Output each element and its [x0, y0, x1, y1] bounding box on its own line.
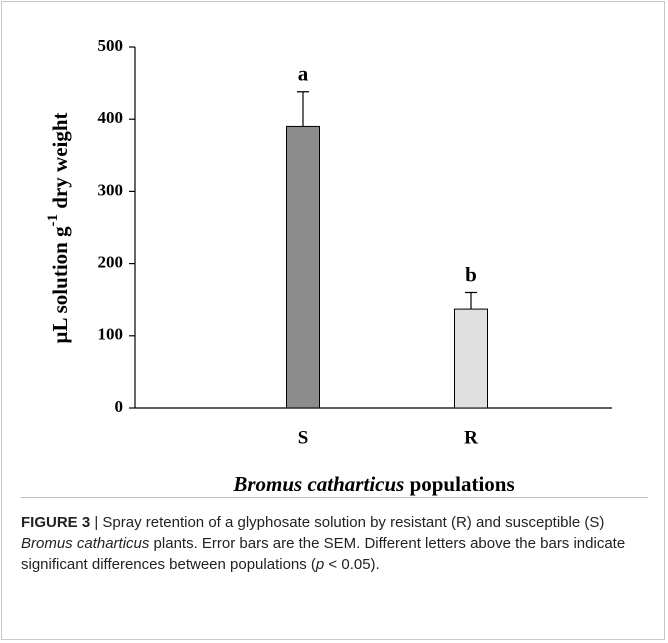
y-tick-label: 100	[98, 325, 124, 344]
bar	[454, 308, 488, 409]
x-label-text: populations	[404, 472, 514, 496]
significance-letter: b	[465, 262, 477, 286]
caption-italic: p	[315, 556, 325, 573]
y-tick-label: 300	[98, 180, 124, 199]
y-tick-label: 200	[98, 253, 124, 272]
y-tick-label: 400	[98, 108, 124, 127]
error-bar	[297, 91, 309, 127]
y-tick-label: 500	[98, 36, 124, 55]
caption-text: plants. Error bars are the SEM. Differen…	[21, 535, 626, 573]
caption-label: FIGURE 3	[21, 514, 91, 531]
separator	[21, 497, 648, 498]
y-tick-label: 0	[115, 397, 124, 416]
error-bar	[465, 291, 477, 310]
caption: FIGURE 3 | Spray retention of a glyphosa…	[21, 512, 651, 575]
y-label-text: µL solution g	[48, 226, 72, 344]
bar	[286, 125, 320, 409]
caption-italic: Bromus catharticus	[21, 535, 150, 552]
y-label-sup: -1	[45, 214, 61, 227]
y-axis-label: µL solution g-1 dry weight	[45, 112, 71, 343]
caption-text: | Spray retention of a glyphosate soluti…	[90, 514, 605, 531]
significance-letter: a	[298, 62, 309, 86]
chart: µL solution g-1 dry weight Bromus cathar…	[45, 36, 612, 496]
caption-text: < 0.05).	[324, 556, 380, 573]
x-tick-label: R	[464, 427, 478, 448]
x-axis-label: Bromus catharticus populations	[232, 472, 514, 496]
x-tick-label: S	[298, 427, 309, 448]
y-label-text: dry weight	[48, 112, 72, 214]
x-label-italic: Bromus catharticus	[232, 472, 404, 496]
